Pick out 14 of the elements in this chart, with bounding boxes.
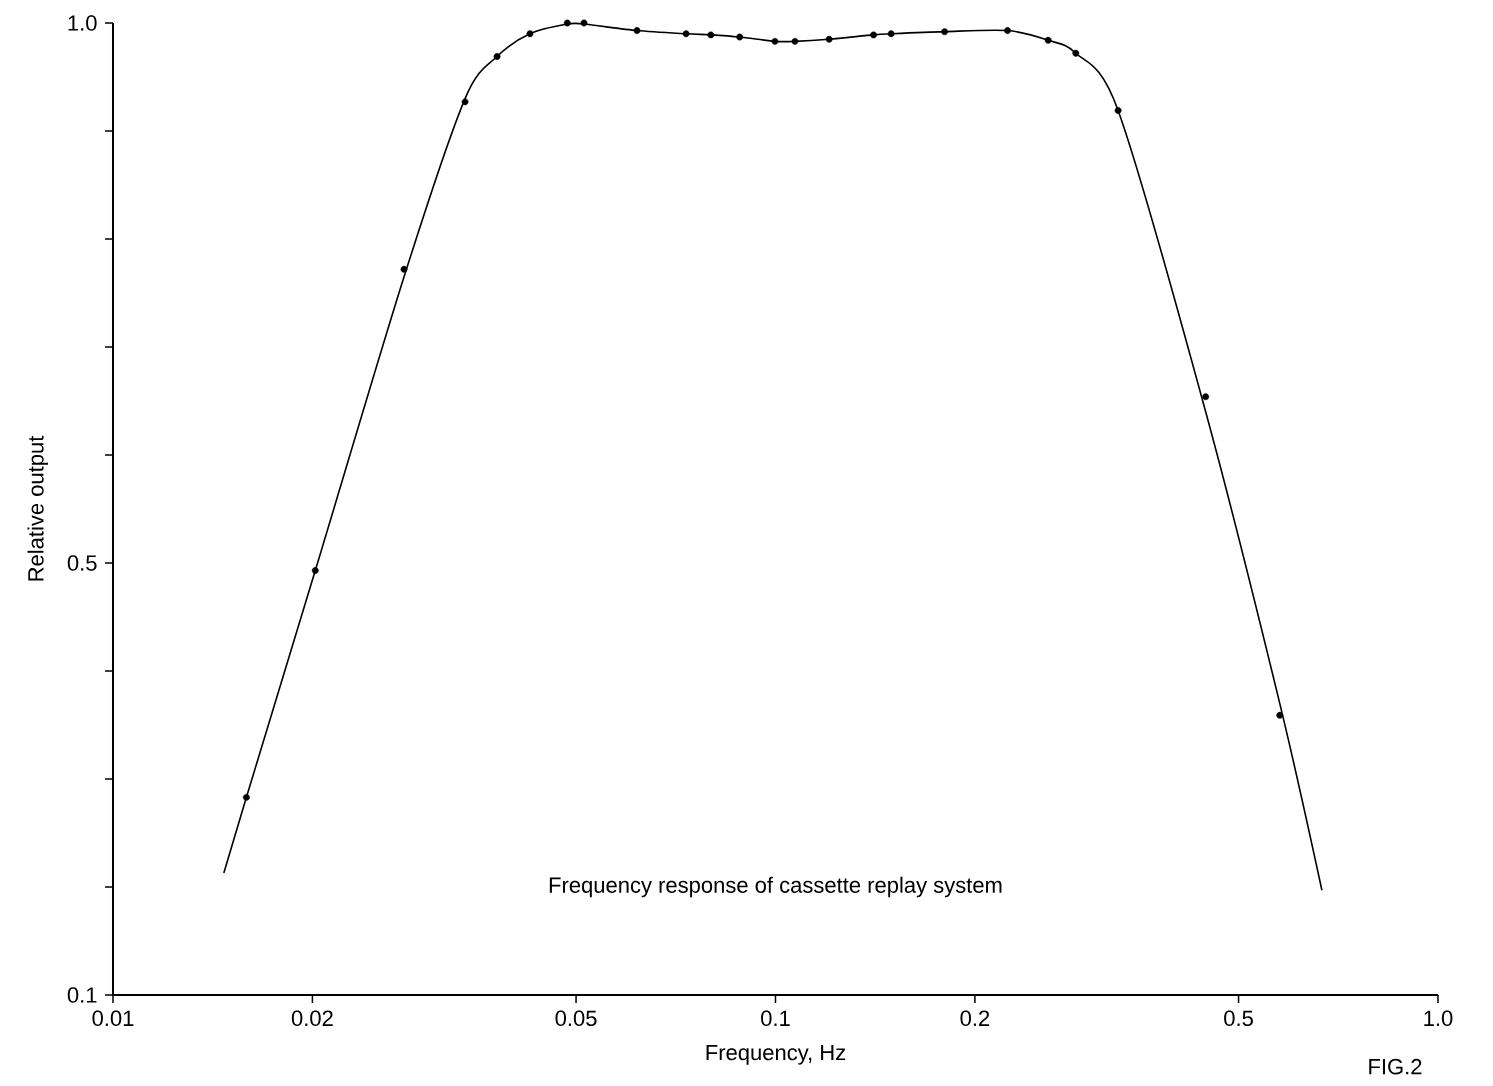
x-tick-label: 0.05 — [555, 1010, 597, 1027]
x-tick-label: 0.02 — [291, 1010, 333, 1027]
x-tick-label: 0.1 — [761, 1010, 790, 1027]
x-axis-title: Frequency, Hz — [706, 1044, 846, 1065]
x-tick-label: 0.5 — [1224, 1010, 1253, 1027]
text: Frequency response of cassette replay system — [549, 876, 1002, 898]
x-tick-label: 0.2 — [960, 1010, 990, 1027]
x-tick-label: 0.01 — [92, 1010, 134, 1027]
y-tick-label: 1.0 — [68, 15, 97, 31]
y-tick-label: 0.1 — [67, 987, 97, 1003]
y-axis-title: Relative output — [27, 435, 49, 581]
caption: FIG.2 — [1369, 1058, 1422, 1075]
y-tick-label: 0.5 — [67, 555, 97, 571]
x-tick-label: 1.0 — [1424, 1010, 1453, 1027]
